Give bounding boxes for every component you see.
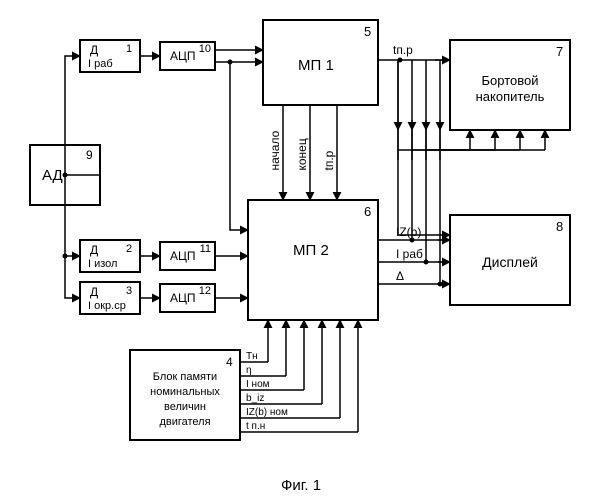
block-mp2 xyxy=(248,200,378,320)
label: Д xyxy=(90,285,98,299)
label: 10 xyxy=(199,43,211,55)
label: МП 2 xyxy=(293,242,329,259)
label: 7 xyxy=(556,44,563,59)
label: Д xyxy=(90,43,98,57)
label: I ном xyxy=(246,379,270,390)
label: Бортовой xyxy=(482,73,539,88)
label: конец xyxy=(295,138,309,170)
caption: Фиг. 1 xyxy=(281,477,321,494)
label: начало xyxy=(268,130,282,170)
label: I раб xyxy=(396,247,423,261)
label: АЦП xyxy=(170,291,196,305)
label: номинальных xyxy=(150,386,220,398)
label: IZ(b) xyxy=(396,225,421,239)
label: 8 xyxy=(556,219,563,234)
label: 6 xyxy=(364,204,371,219)
label: b_iz xyxy=(246,393,264,404)
label: tп.p xyxy=(393,43,413,57)
label: tп.p xyxy=(322,150,336,170)
label: 2 xyxy=(126,243,132,255)
label: 3 xyxy=(126,285,132,297)
ad-num: 9 xyxy=(86,148,93,162)
label: 1 xyxy=(126,43,132,55)
label: IZ(b) ном xyxy=(246,407,288,418)
label: двигателя xyxy=(159,416,210,428)
label: Д xyxy=(90,243,98,257)
label: 4 xyxy=(226,355,233,369)
junction xyxy=(228,60,233,65)
label: АЦП xyxy=(170,49,196,63)
label: 12 xyxy=(199,285,211,297)
label: 11 xyxy=(200,243,211,255)
label: I окр.ср xyxy=(88,300,126,312)
arrow xyxy=(65,256,80,298)
label: η xyxy=(246,365,252,376)
label: АЦП xyxy=(170,249,196,263)
label: Тн xyxy=(246,351,258,362)
label: Блок памяти xyxy=(153,371,217,383)
label: Δ xyxy=(396,269,404,283)
label: I изол xyxy=(88,258,117,270)
label: величин xyxy=(164,401,206,413)
label: МП 1 xyxy=(298,57,334,74)
label: 5 xyxy=(364,24,371,39)
label: Дисплей xyxy=(482,254,538,270)
arrow xyxy=(230,62,248,230)
label: t п.н xyxy=(246,421,265,432)
label: накопитель xyxy=(476,89,545,104)
label: I раб xyxy=(88,58,113,70)
ad-label: АД xyxy=(42,167,63,184)
